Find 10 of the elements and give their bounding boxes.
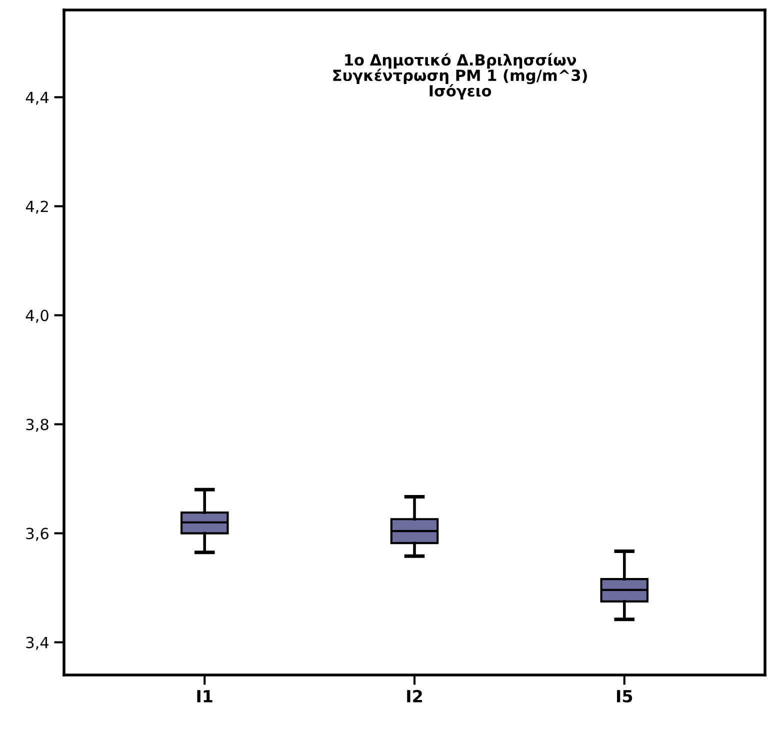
text: 1ο Δημοτικό Δ.Βριλησσίων Συγκέντρωση PM 1 (mg/m^3) Ισόγειο <box>333 53 587 100</box>
x-tick-label: I2 <box>407 690 422 702</box>
y-tick-label: 3,4 <box>26 636 49 650</box>
x-tick-label: I5 <box>617 690 632 702</box>
y-tick-label: 4,4 <box>26 92 49 105</box>
y-tick-label: 4,2 <box>26 200 48 214</box>
y-tick-label: 4,0 <box>26 310 48 323</box>
x-tick-label: I1 <box>197 690 212 702</box>
y-tick-label: 3,6 <box>26 528 48 541</box>
y-tick-label: 3,8 <box>26 418 48 432</box>
